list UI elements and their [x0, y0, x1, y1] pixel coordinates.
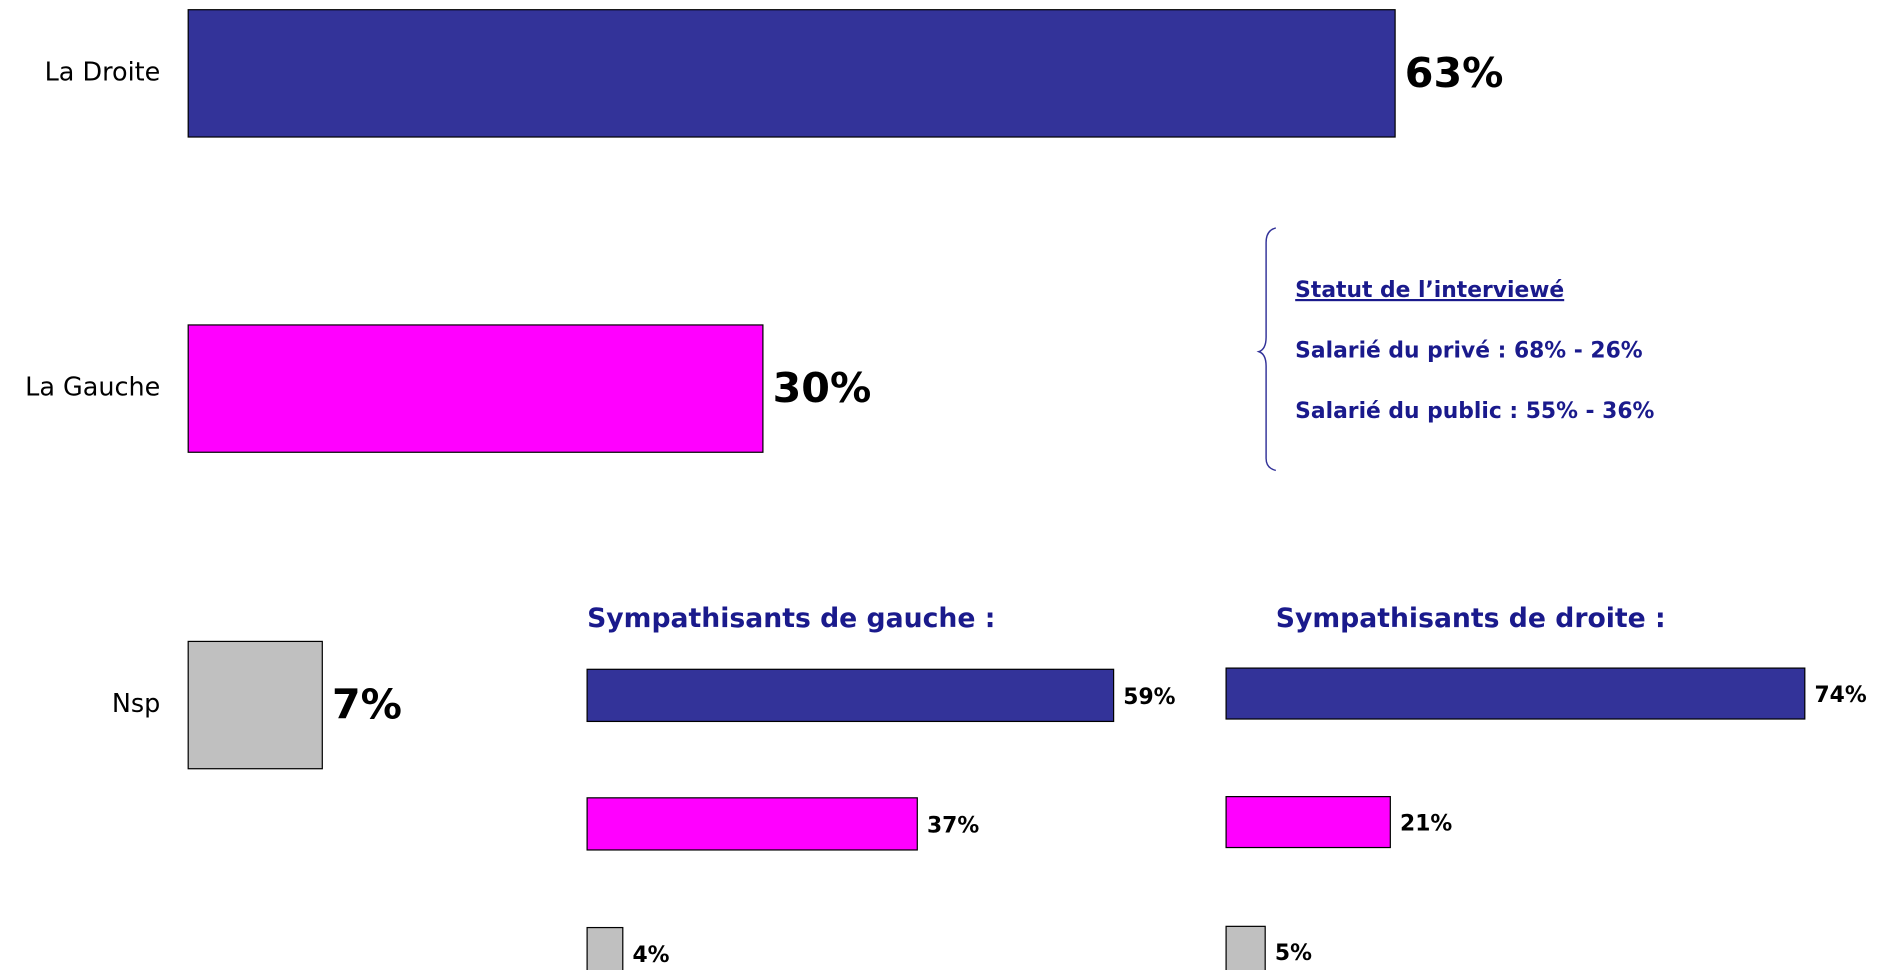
value-label: 74% — [1815, 683, 1867, 708]
value-label: 21% — [1400, 811, 1452, 836]
bar — [1225, 667, 1806, 720]
annotation-title: Statut de l’interviewé — [1295, 278, 1564, 303]
value-label: 5% — [1275, 941, 1312, 966]
bar — [586, 668, 1115, 723]
bar — [1225, 796, 1391, 849]
annotation-line: Salarié du privé : 68% - 26% — [1295, 339, 1643, 364]
value-label: 63% — [1405, 49, 1504, 97]
category-label: La Gauche — [25, 373, 160, 403]
chart-title: Sympathisants de gauche : — [587, 603, 995, 634]
brace — [1256, 227, 1277, 472]
value-label: 4% — [632, 943, 669, 968]
bar — [187, 324, 764, 453]
bar — [1225, 925, 1266, 970]
bar — [187, 640, 323, 770]
value-label: 7% — [332, 680, 402, 728]
value-label: 30% — [773, 364, 872, 412]
bar — [586, 797, 918, 851]
annotation-line: Salarié du public : 55% - 36% — [1295, 399, 1654, 424]
value-label: 37% — [927, 813, 979, 838]
value-label: 59% — [1123, 685, 1175, 710]
chart-title: Sympathisants de droite : — [1276, 603, 1666, 634]
bar — [187, 9, 1396, 138]
category-label: La Droite — [45, 57, 161, 87]
category-label: Nsp — [112, 689, 160, 719]
bar — [586, 926, 624, 970]
